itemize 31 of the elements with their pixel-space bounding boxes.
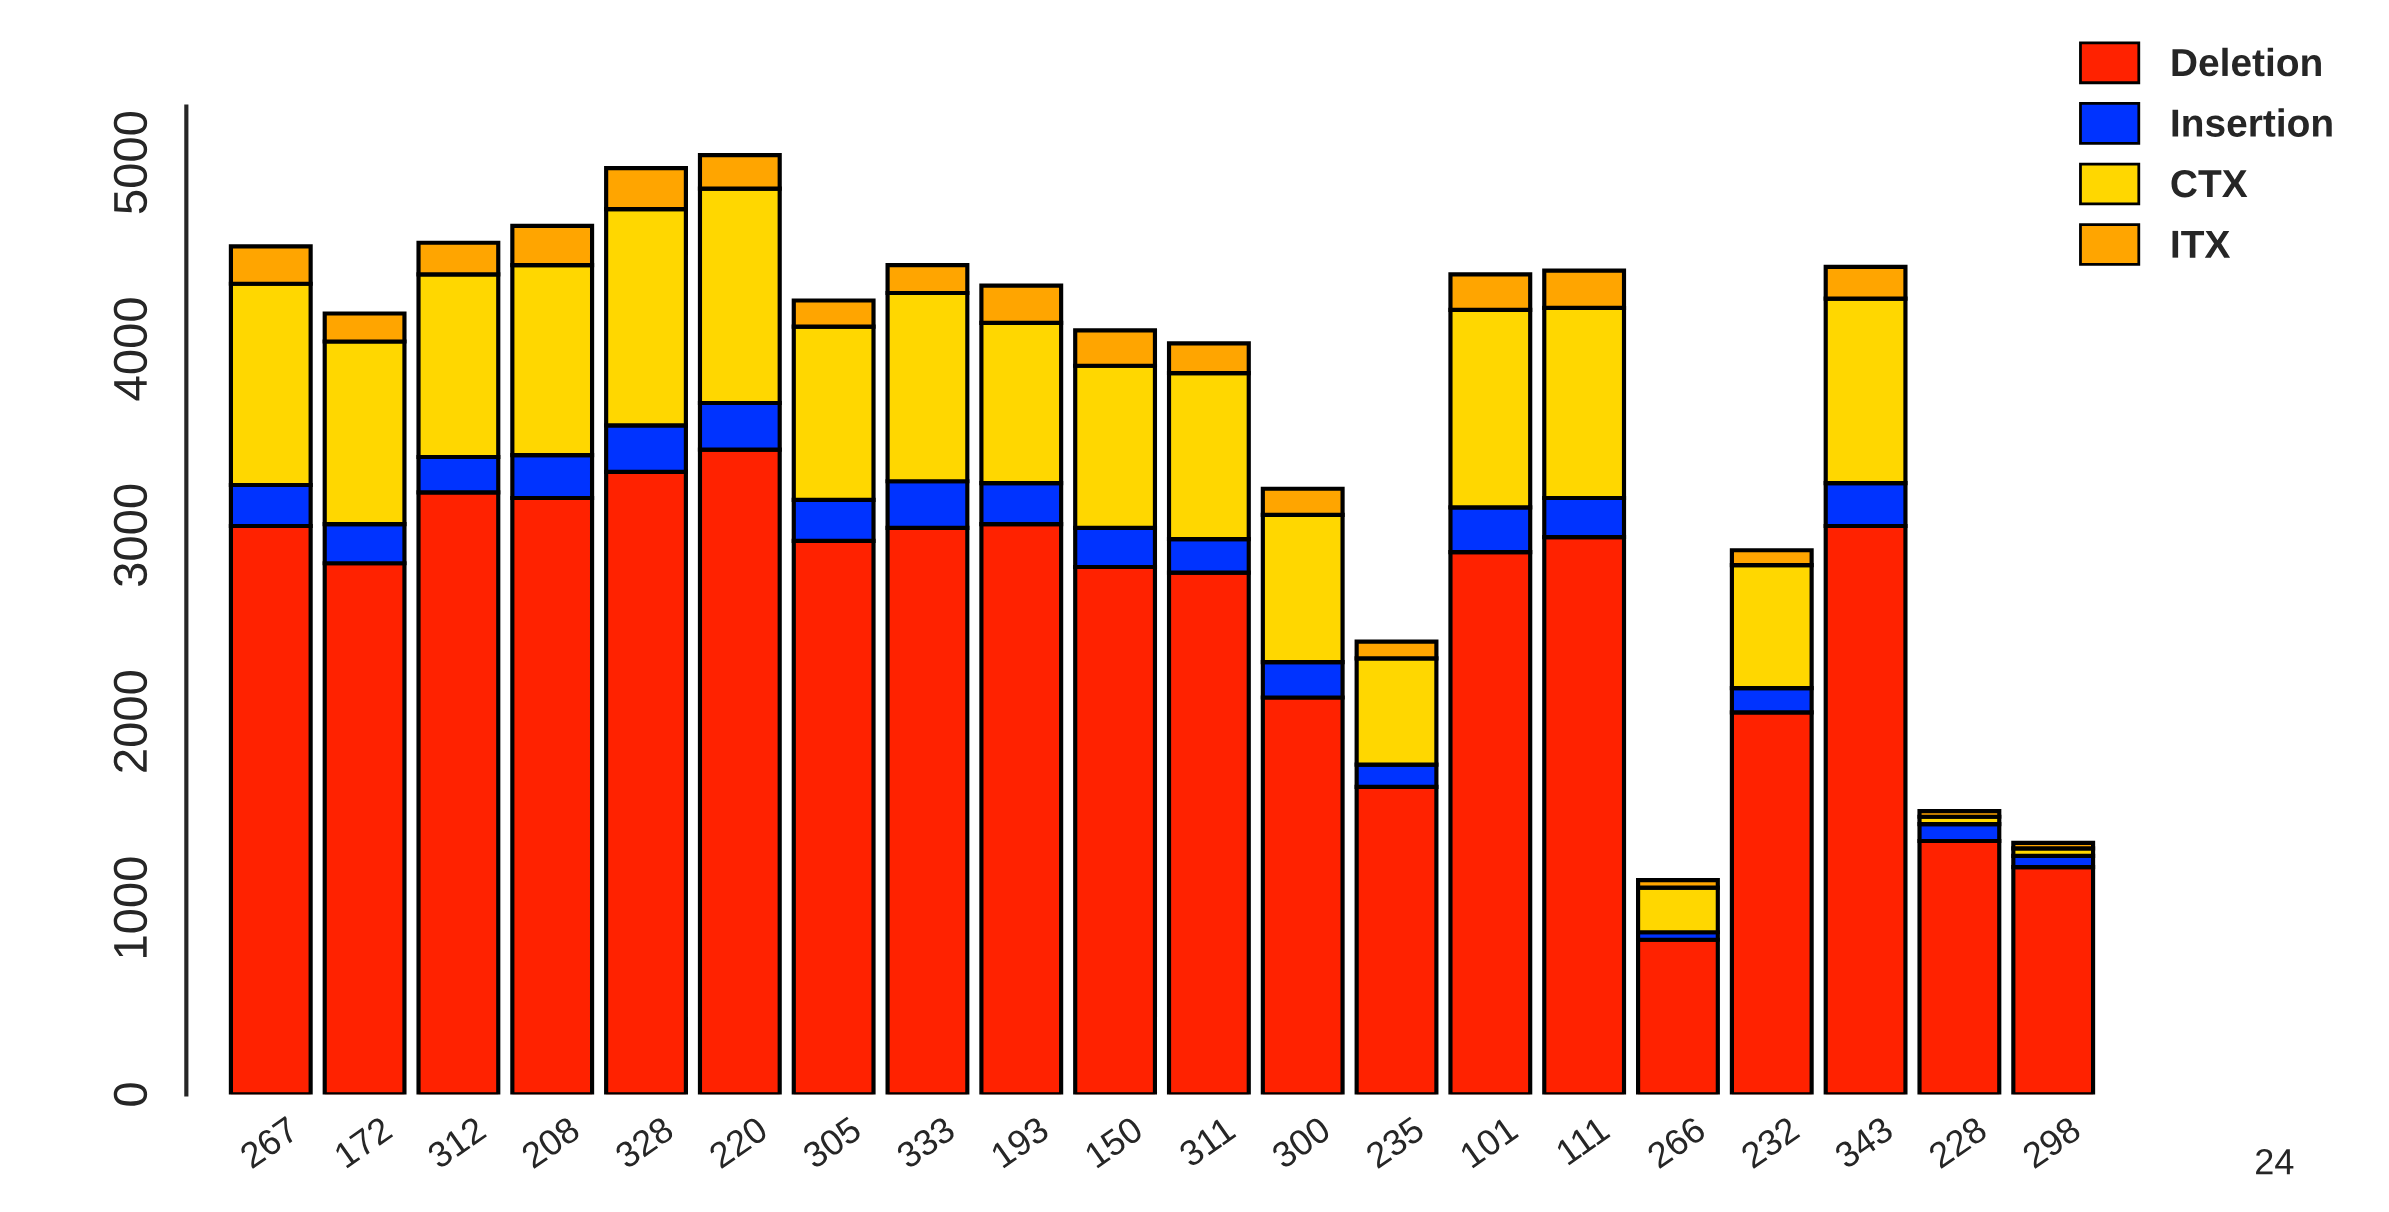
x-tick-label: 172 — [333, 1115, 394, 1169]
x-tick-label: 101 — [1458, 1115, 1520, 1169]
legend-label: ITX — [2172, 230, 2231, 258]
text: 24 — [2256, 1148, 2294, 1175]
x-tick-label: 328 — [613, 1115, 675, 1170]
x-tick-label: 343 — [1832, 1115, 1895, 1170]
x-tick-label: 232 — [1739, 1115, 1801, 1170]
y-tick-label: 4000 — [113, 298, 148, 401]
x-tick-label: 305 — [800, 1115, 863, 1170]
x-tick-label: 150 — [1083, 1115, 1145, 1169]
x-tick-label: 228 — [1927, 1115, 1989, 1170]
legend-label: Insertion — [2172, 108, 2332, 137]
x-tick-label: 208 — [519, 1115, 582, 1170]
x-tick-label: 311 — [1177, 1115, 1237, 1168]
y-tick-label: 0 — [113, 1083, 148, 1106]
x-tick-label: 193 — [989, 1115, 1051, 1169]
x-tick-label: 266 — [1645, 1115, 1707, 1170]
y-tick-label: 3000 — [113, 484, 148, 587]
x-tick-label: 111 — [1555, 1115, 1611, 1166]
x-tick-label: 312 — [425, 1115, 488, 1170]
x-tick-label: 235 — [1364, 1115, 1426, 1170]
x-tick-label: 267 — [238, 1115, 300, 1170]
x-tick-label: 298 — [2020, 1115, 2083, 1170]
y-tick-label: 2000 — [113, 671, 148, 772]
y-tick-label: 5000 — [113, 111, 148, 214]
x-tick-label: 220 — [707, 1115, 769, 1170]
x-tick-label: 300 — [1270, 1115, 1332, 1170]
legend-label: Deletion — [2172, 47, 2321, 77]
y-tick-label: 1000 — [113, 857, 148, 957]
legend-label: CTX — [2171, 169, 2248, 198]
x-tick-label: 333 — [894, 1115, 957, 1170]
